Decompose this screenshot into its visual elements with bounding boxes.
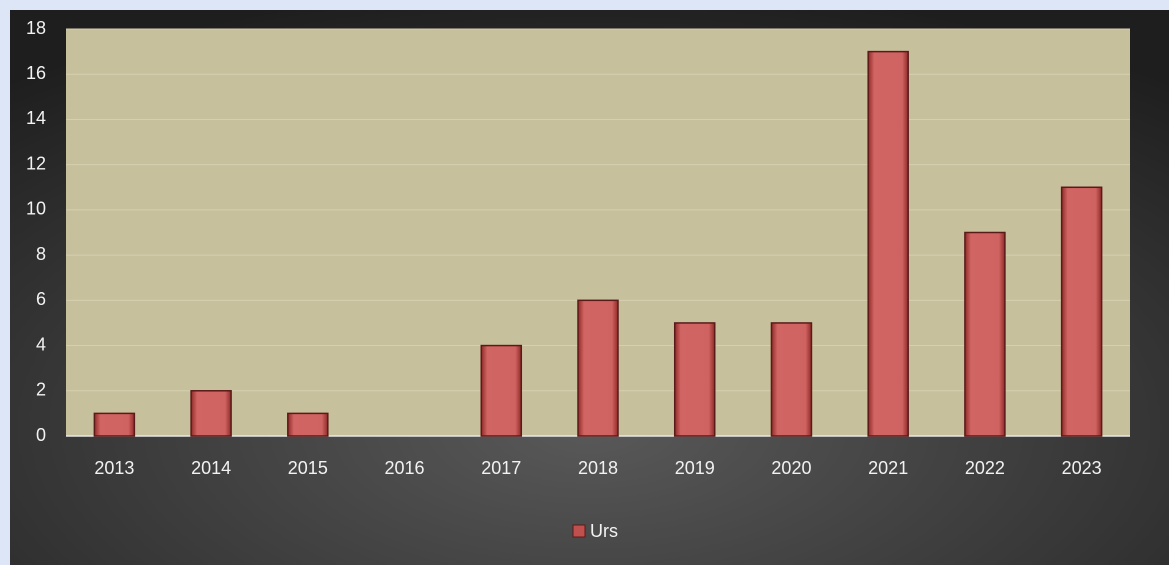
x-tick-label: 2021 — [868, 458, 908, 478]
x-tick-label: 2016 — [385, 458, 425, 478]
x-tick-label: 2022 — [965, 458, 1005, 478]
y-tick-label: 2 — [36, 380, 46, 400]
x-tick-label: 2017 — [481, 458, 521, 478]
y-tick-label: 12 — [26, 153, 46, 173]
bar — [287, 412, 329, 437]
y-tick-label: 4 — [36, 334, 46, 354]
x-tick-label: 2018 — [578, 458, 618, 478]
y-tick-label: 10 — [26, 199, 46, 219]
bar — [770, 322, 813, 437]
bar — [673, 322, 716, 437]
y-tick-label: 8 — [36, 244, 46, 264]
x-tick-label: 2015 — [288, 458, 328, 478]
bar — [190, 390, 232, 437]
bar — [577, 299, 619, 437]
y-tick-label: 18 — [26, 18, 46, 38]
legend-label: Urs — [590, 521, 618, 541]
x-tick-label: 2020 — [771, 458, 811, 478]
y-tick-label: 16 — [26, 63, 46, 83]
y-tick-label: 6 — [36, 289, 46, 309]
x-tick-label: 2019 — [675, 458, 715, 478]
bar — [867, 50, 909, 437]
legend-swatch — [572, 524, 586, 538]
y-tick-label: 14 — [26, 108, 46, 128]
y-tick-label: 0 — [36, 425, 46, 445]
x-tick-label: 2014 — [191, 458, 231, 478]
bar — [480, 344, 523, 437]
bar — [93, 412, 136, 437]
bar — [1060, 186, 1103, 437]
bar — [964, 231, 1006, 437]
x-tick-label: 2023 — [1062, 458, 1102, 478]
x-tick-label: 2013 — [94, 458, 134, 478]
